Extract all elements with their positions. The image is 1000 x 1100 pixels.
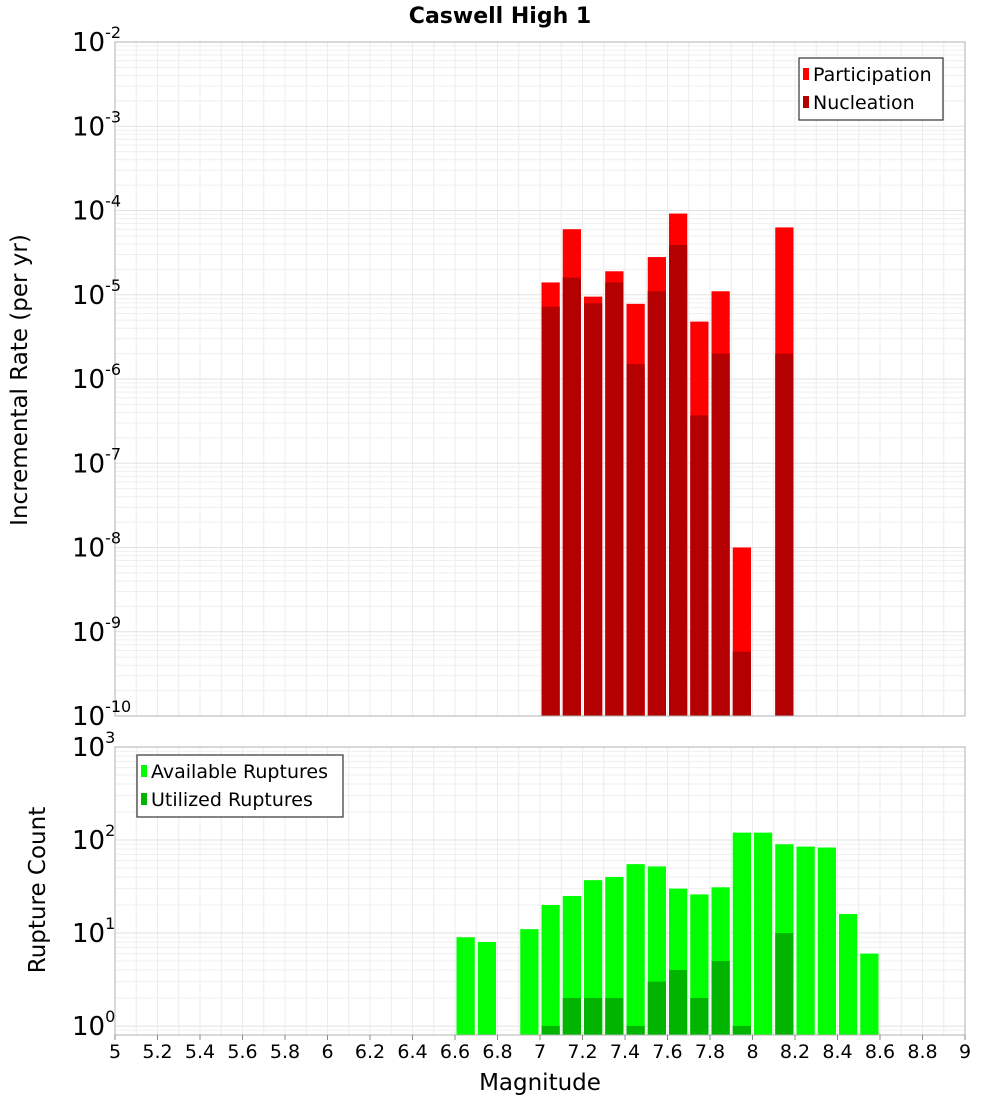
bottom-legend-label: Utilized Ruptures [151, 789, 313, 811]
top-bar [711, 353, 730, 716]
bottom-bar [732, 832, 751, 1035]
incremental-rate-panel: 10-10 10-9 10-8 10-7 10-6 10-5 10-4 10-3 10-2 Par… [72, 23, 966, 732]
top-bar [669, 244, 688, 716]
top-legend-label: Nucleation [813, 92, 915, 114]
top-y-tick-label: 10-5 [72, 276, 121, 311]
top-y-axis-label: Incremental Rate (per yr) [7, 234, 33, 526]
top-legend-label: Participation [813, 64, 932, 86]
bottom-bar [647, 981, 666, 1035]
top-y-tick-label: 10-3 [72, 107, 121, 142]
bottom-bar [605, 997, 624, 1035]
top-y-ticks: 10-10 10-9 10-8 10-7 10-6 10-5 10-4 10-3 10-2 [72, 23, 131, 732]
top-y-tick-label: 10-6 [72, 360, 121, 395]
x-tick-label: 5.2 [142, 1041, 172, 1063]
top-y-tick-label: 10-2 [72, 23, 121, 58]
top-bar [626, 364, 645, 716]
x-tick-label: 8.6 [865, 1041, 895, 1063]
bottom-legend-label: Available Ruptures [151, 761, 328, 783]
chart-title: Caswell High 1 [409, 4, 591, 29]
bottom-bar [711, 960, 730, 1035]
x-tick-label: 7.4 [610, 1041, 640, 1063]
top-legend-swatch [803, 96, 809, 108]
x-tick-label: 8.8 [907, 1041, 937, 1063]
bottom-bar [669, 969, 688, 1035]
bottom-legend-box [136, 754, 344, 818]
x-tick-label: 5 [109, 1041, 121, 1063]
bottom-bar [520, 929, 539, 1035]
x-tick-label: 6.6 [440, 1041, 470, 1063]
bottom-series-1 [541, 932, 794, 1035]
bottom-bar [456, 937, 475, 1035]
bottom-legend: Available Ruptures Utilized Ruptures [136, 754, 344, 818]
bottom-bar [541, 904, 560, 1035]
top-bar [584, 303, 603, 716]
bottom-bar [796, 846, 815, 1035]
x-tick-label: 6.2 [355, 1041, 385, 1063]
top-y-tick-label: 10-8 [72, 529, 121, 564]
bottom-bar [477, 942, 496, 1035]
x-tick-label: 8 [746, 1041, 758, 1063]
top-y-tick-label: 10-10 [72, 697, 131, 732]
top-y-tick-label: 10-7 [72, 444, 121, 479]
top-bar [562, 277, 581, 716]
x-tick-label: 6.4 [397, 1041, 427, 1063]
x-tick-label: 7 [534, 1041, 546, 1063]
bottom-y-tick-label: 103 [72, 728, 115, 763]
bottom-bar [817, 847, 836, 1035]
bottom-bar [690, 997, 709, 1035]
bottom-bar [584, 880, 603, 1035]
top-bar [647, 291, 666, 716]
top-legend-swatch [803, 68, 809, 80]
x-tick-label: 9 [959, 1041, 971, 1063]
bottom-bar [541, 1025, 560, 1035]
top-bar [690, 415, 709, 716]
x-axis-label: Magnitude [479, 1070, 601, 1096]
bottom-y-tick-label: 102 [72, 821, 115, 856]
bottom-bar [775, 932, 794, 1035]
bottom-y-tick-label: 100 [72, 1007, 115, 1042]
top-series-1 [541, 244, 794, 716]
top-legend: Participation Nucleation [798, 57, 944, 121]
bottom-bar [605, 877, 624, 1035]
x-tick-label: 7.2 [567, 1041, 597, 1063]
bottom-bar [584, 997, 603, 1035]
bottom-y-axis-label: Rupture Count [25, 807, 51, 973]
bottom-bar [562, 997, 581, 1035]
x-tick-label: 8.4 [822, 1041, 852, 1063]
bottom-y-ticks: 100 101 102 103 [72, 728, 115, 1042]
top-bar [775, 353, 794, 716]
bottom-bar [626, 864, 645, 1035]
x-tick-label: 8.2 [780, 1041, 810, 1063]
x-tick-label: 7.8 [695, 1041, 725, 1063]
x-tick-label: 7.6 [652, 1041, 682, 1063]
top-grid [114, 42, 966, 717]
top-bar [605, 282, 624, 716]
bottom-legend-swatch [141, 765, 147, 777]
bottom-legend-swatch [141, 793, 147, 805]
x-tick-label: 5.6 [227, 1041, 257, 1063]
top-bar [732, 651, 751, 716]
x-tick-label: 5.4 [185, 1041, 215, 1063]
x-tick-label: 6 [321, 1041, 333, 1063]
top-plot-frame [114, 41, 966, 717]
top-legend-box [798, 57, 944, 121]
x-tick-label: 6.8 [482, 1041, 512, 1063]
top-y-tick-label: 10-9 [72, 613, 121, 648]
bottom-bar [860, 953, 879, 1035]
bottom-bar [732, 1025, 751, 1035]
bottom-bar [754, 832, 773, 1035]
x-tick-label: 5.8 [270, 1041, 300, 1063]
top-y-tick-label: 10-4 [72, 192, 121, 227]
bottom-bar [839, 914, 858, 1035]
bottom-y-tick-label: 101 [72, 914, 115, 949]
bottom-bar [626, 1025, 645, 1035]
top-bar [541, 306, 560, 716]
x-ticks: 5 5.2 5.4 5.6 5.8 6 6.2 6.4 6.6 6.8 7 7.2 7.4 7.6 7.8 8… [109, 1035, 971, 1063]
